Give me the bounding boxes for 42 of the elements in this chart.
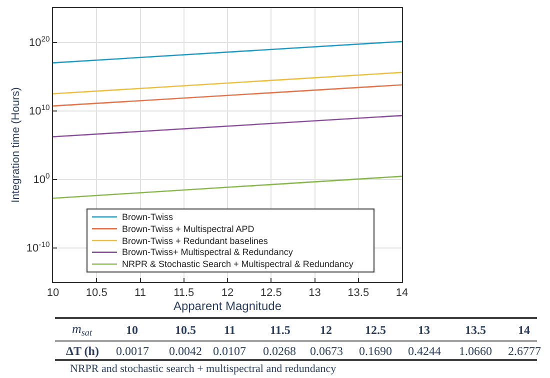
x-tick-label: 13: [308, 287, 321, 300]
text: 0.0017: [116, 344, 149, 358]
text: 12: [320, 323, 332, 337]
text: ΔT (h): [66, 344, 99, 358]
x-tick-label: 14: [396, 287, 408, 300]
x-tick-label: 11: [134, 287, 146, 300]
x-tick-label: 12.5: [260, 287, 282, 300]
x-tick-label: 10.5: [86, 287, 108, 300]
text: m$_{sat}$: [72, 321, 92, 338]
text: 2.6777: [508, 344, 541, 358]
text: 11: [224, 323, 236, 337]
text: 14: [518, 323, 530, 337]
legend-label: Brown-Twiss + Multispectral APD: [122, 224, 255, 234]
line-series: [53, 176, 402, 199]
y-tick-label: 10$^{-10}$: [26, 240, 50, 255]
y-axis-title: Integration time (Hours): [10, 87, 22, 203]
text: 0.1690: [359, 344, 392, 358]
x-tick-label: 11.5: [174, 287, 194, 300]
legend-label: Brown-Twiss: [122, 212, 174, 222]
legend-label: NRPR & Stochastic Search + Multispectral & Redundancy: [122, 259, 354, 269]
y-tick-label: 10$^{0}$: [33, 171, 50, 186]
text: 12.5: [365, 323, 386, 337]
x-tick-label: 12: [221, 287, 234, 300]
text: 10.5: [175, 323, 196, 337]
legend-label: Brown-Twiss+ Multispectral & Redundancy: [122, 247, 294, 257]
x-axis-title: Apparent Magnitude: [173, 299, 282, 314]
x-tick-label: 13.5: [348, 287, 370, 300]
text: 0.0107: [213, 344, 246, 358]
text: 0.0673: [310, 344, 343, 358]
text: 0.0268: [263, 344, 296, 358]
text: 10: [126, 323, 138, 337]
text: 1.0660: [459, 344, 492, 358]
text: 13: [418, 323, 430, 337]
text: 11.5: [270, 323, 290, 337]
text: 0.0042: [169, 344, 202, 358]
y-tick-label: 10$^{20}$: [28, 34, 50, 50]
text: 13.5: [465, 323, 486, 337]
text: NRPR and stochastic search + multispectral and redundancy: [70, 363, 337, 375]
text: 0.4244: [408, 344, 441, 358]
x-tick-label: 10: [46, 287, 60, 300]
legend-label: Brown-Twiss + Redundant baselines: [122, 236, 268, 246]
y-tick-label: 10$^{10}$: [28, 102, 50, 118]
